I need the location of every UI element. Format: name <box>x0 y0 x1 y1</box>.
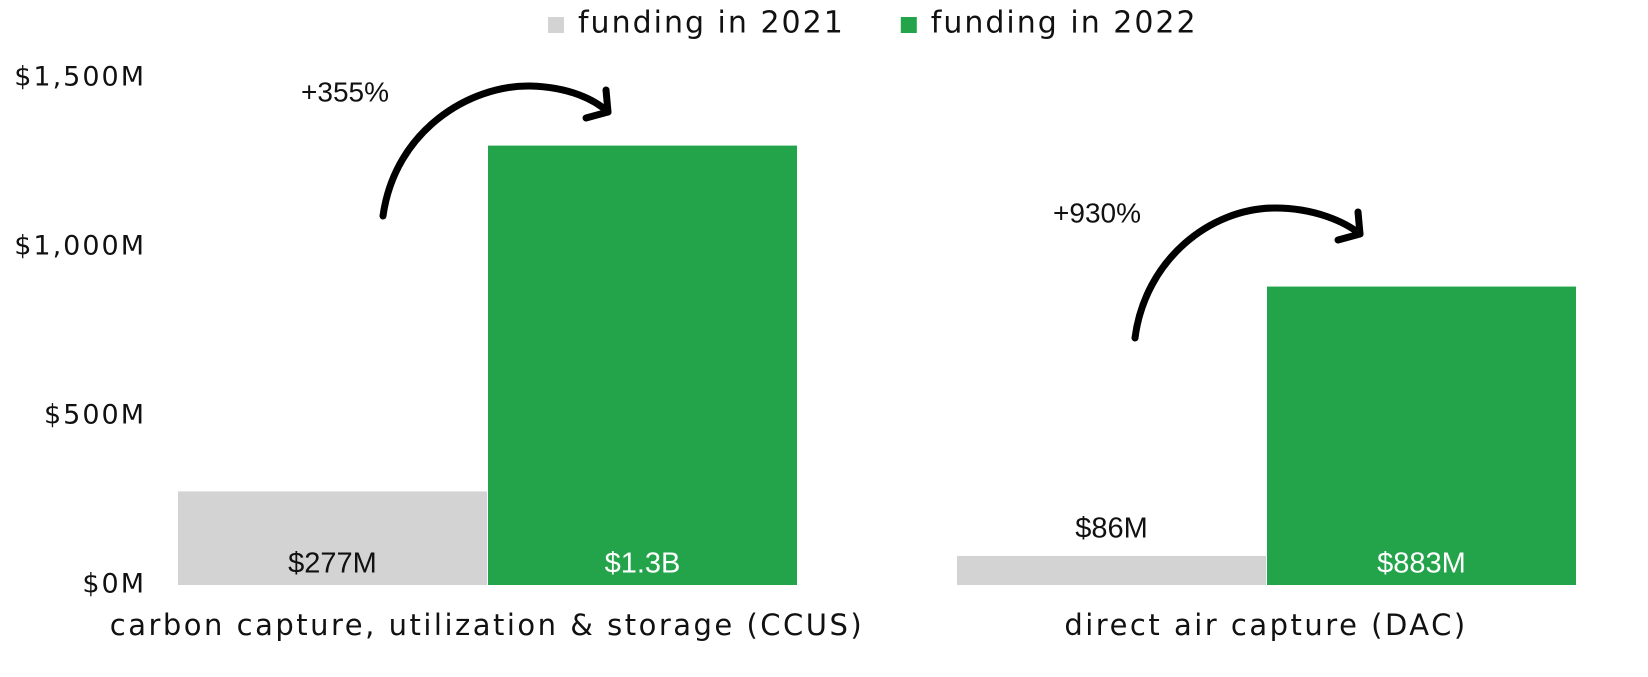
arrow <box>1131 204 1364 342</box>
arrows <box>379 82 1364 342</box>
bar <box>488 145 797 585</box>
annotation: +930% <box>1053 197 1141 228</box>
legend-swatch <box>548 17 564 33</box>
value-label: $1.3B <box>605 548 681 580</box>
x-tick-label: carbon capture, utilization & storage (C… <box>110 608 865 642</box>
y-tick-label: $500M <box>44 400 146 431</box>
legend-label: funding in 2021 <box>578 6 845 41</box>
y-tick-label: $1,000M <box>14 231 146 262</box>
y-tick-label: $0M <box>82 569 146 600</box>
value-label: $277M <box>288 548 377 580</box>
legend-swatch <box>900 17 917 33</box>
arrow <box>379 82 612 220</box>
bar <box>1267 286 1576 585</box>
value-label: $883M <box>1377 548 1466 580</box>
arrow-head <box>1334 208 1364 244</box>
annotation: +355% <box>301 76 389 107</box>
y-tick-label: $1,500M <box>14 62 146 93</box>
arrow-head <box>582 86 612 122</box>
value-label: $86M <box>1075 513 1148 545</box>
legend-label: funding in 2022 <box>931 6 1198 41</box>
bar <box>957 555 1266 585</box>
x-tick-label: direct air capture (DAC) <box>1064 608 1467 642</box>
bar <box>178 491 487 585</box>
